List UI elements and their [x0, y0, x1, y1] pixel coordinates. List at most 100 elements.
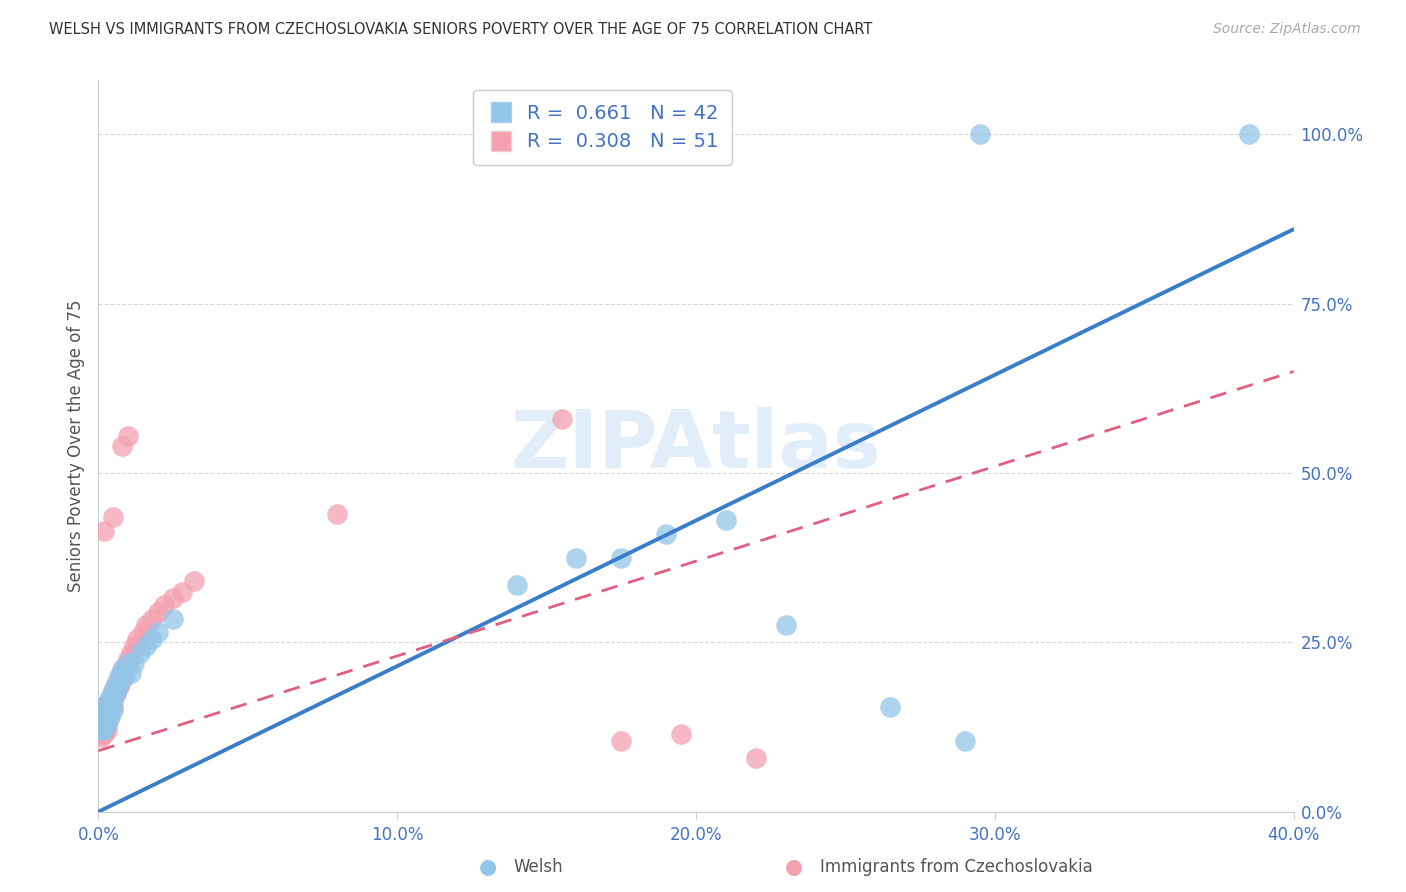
- Text: Welsh: Welsh: [513, 858, 562, 876]
- Point: [90, 730, 112, 744]
- Point: [96, 697, 118, 711]
- Point: [93, 727, 115, 741]
- Point: [96, 723, 118, 738]
- Point: [90, 716, 112, 731]
- Point: [103, 693, 125, 707]
- Point: [162, 612, 184, 626]
- Point: [117, 659, 139, 673]
- Point: [98, 693, 122, 707]
- Text: Immigrants from Czechoslovakia: Immigrants from Czechoslovakia: [820, 858, 1092, 876]
- Point: [93, 716, 115, 731]
- Point: [103, 699, 125, 714]
- Point: [111, 665, 134, 680]
- Point: [969, 128, 991, 142]
- Point: [96, 703, 118, 717]
- Point: [93, 716, 115, 731]
- Point: [114, 659, 136, 673]
- Legend: R =  0.661   N = 42, R =  0.308   N = 51: R = 0.661 N = 42, R = 0.308 N = 51: [472, 90, 733, 165]
- Point: [127, 632, 149, 646]
- Point: [714, 514, 737, 528]
- Point: [117, 656, 139, 670]
- Point: [879, 699, 901, 714]
- Point: [120, 665, 142, 680]
- Point: [129, 646, 152, 660]
- Point: [89, 710, 111, 724]
- Point: [148, 605, 170, 619]
- Point: [141, 632, 163, 646]
- Point: [105, 686, 128, 700]
- Point: [98, 697, 122, 711]
- Point: [96, 710, 118, 724]
- Text: ●: ●: [479, 857, 496, 877]
- Point: [114, 669, 136, 683]
- Point: [108, 680, 131, 694]
- Point: [183, 574, 205, 589]
- Point: [96, 699, 118, 714]
- Point: [91, 699, 114, 714]
- Point: [108, 680, 131, 694]
- Point: [111, 439, 134, 453]
- Point: [153, 598, 176, 612]
- Point: [93, 710, 115, 724]
- Point: [117, 652, 139, 666]
- Point: [93, 524, 115, 538]
- Point: [135, 639, 157, 653]
- Point: [93, 723, 115, 738]
- Point: [326, 507, 349, 521]
- Point: [565, 550, 588, 565]
- Point: [98, 690, 122, 704]
- Point: [105, 676, 128, 690]
- Point: [953, 733, 976, 747]
- Point: [96, 716, 118, 731]
- Point: [105, 686, 128, 700]
- Point: [124, 656, 146, 670]
- Point: [655, 527, 678, 541]
- Point: [98, 703, 122, 717]
- Point: [90, 716, 112, 731]
- Text: ZIPAtlas: ZIPAtlas: [510, 407, 882, 485]
- Point: [111, 663, 134, 677]
- Text: ●: ●: [786, 857, 803, 877]
- Point: [108, 673, 131, 687]
- Point: [98, 706, 122, 721]
- Point: [96, 716, 118, 731]
- Point: [93, 723, 115, 738]
- Point: [98, 699, 122, 714]
- Point: [89, 720, 111, 734]
- Point: [96, 710, 118, 724]
- Point: [103, 686, 125, 700]
- Point: [117, 429, 139, 443]
- Point: [745, 750, 768, 764]
- Point: [669, 727, 692, 741]
- Point: [90, 710, 112, 724]
- Point: [610, 733, 633, 747]
- Point: [120, 646, 142, 660]
- Point: [103, 693, 125, 707]
- Point: [135, 618, 157, 632]
- Point: [108, 669, 131, 683]
- Point: [141, 612, 163, 626]
- Point: [132, 625, 155, 640]
- Point: [103, 682, 125, 697]
- Point: [90, 723, 112, 738]
- Point: [162, 591, 184, 606]
- Point: [103, 703, 125, 717]
- Point: [148, 625, 170, 640]
- Point: [105, 680, 128, 694]
- Text: WELSH VS IMMIGRANTS FROM CZECHOSLOVAKIA SENIORS POVERTY OVER THE AGE OF 75 CORRE: WELSH VS IMMIGRANTS FROM CZECHOSLOVAKIA …: [49, 22, 873, 37]
- Point: [91, 699, 114, 714]
- Point: [610, 550, 633, 565]
- Point: [103, 510, 125, 524]
- Point: [172, 584, 194, 599]
- Point: [89, 727, 111, 741]
- Y-axis label: Seniors Poverty Over the Age of 75: Seniors Poverty Over the Age of 75: [66, 300, 84, 592]
- Point: [124, 639, 146, 653]
- Point: [775, 618, 797, 632]
- Point: [550, 412, 572, 426]
- Point: [96, 703, 118, 717]
- Point: [93, 710, 115, 724]
- Point: [90, 723, 112, 738]
- Point: [111, 673, 134, 687]
- Point: [506, 578, 529, 592]
- Point: [98, 710, 122, 724]
